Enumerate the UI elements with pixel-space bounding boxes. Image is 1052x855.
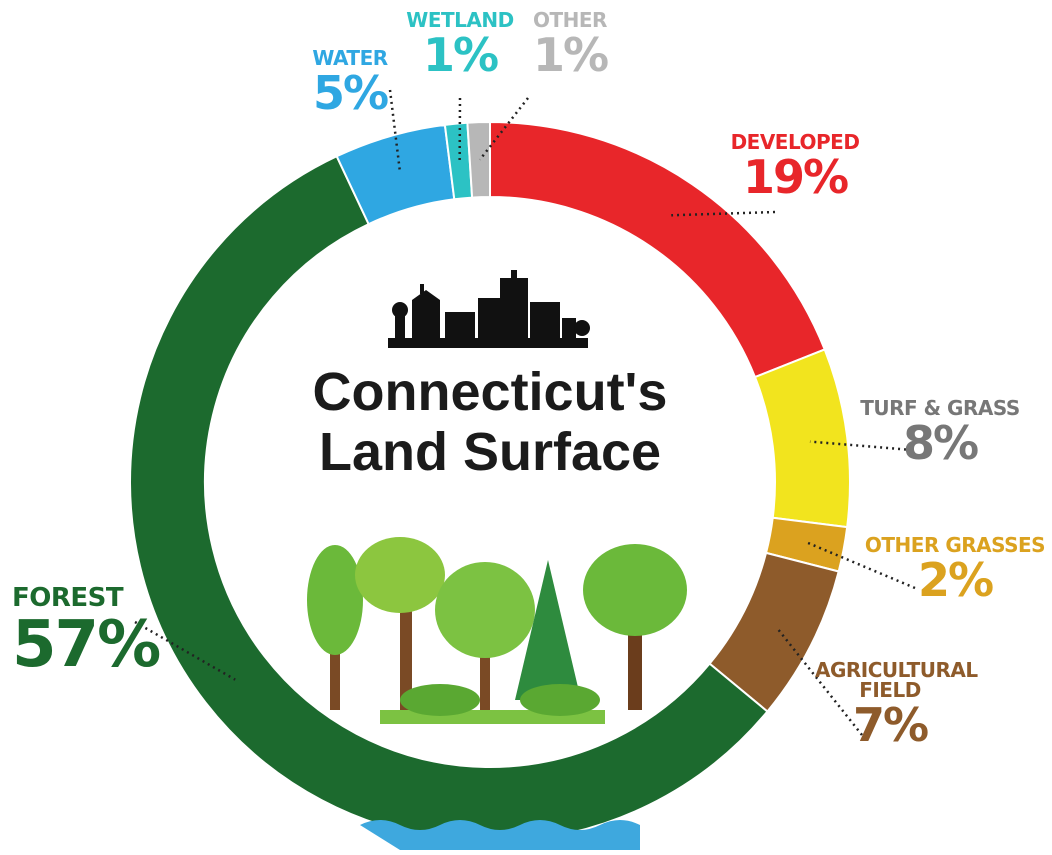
donut-slice [755, 349, 850, 527]
donut-slice [467, 122, 490, 198]
skyline-icon [388, 270, 590, 348]
infographic: Connecticut's Land Surface DEVELOPED19% T… [0, 0, 1052, 855]
value-label: 57% [12, 613, 147, 677]
category-label: WETLAND [400, 10, 520, 30]
category-label: TURF & GRASS [860, 398, 1020, 418]
value-label: 7% [815, 702, 965, 748]
value-label: 5% [295, 70, 405, 116]
tree-illustration [307, 537, 687, 724]
category-label: OTHER GRASSES [855, 535, 1052, 555]
chart-title: Connecticut's Land Surface [280, 362, 700, 483]
value-label: 1% [520, 32, 620, 78]
category-label: AGRICULTURAL FIELD [815, 660, 965, 700]
value-label: 2% [855, 557, 1052, 603]
category-label: OTHER [520, 10, 620, 30]
value-label: 1% [400, 32, 520, 78]
value-label: 19% [715, 154, 875, 200]
category-label: DEVELOPED [715, 132, 875, 152]
value-label: 8% [860, 420, 1020, 466]
category-label: WATER [295, 48, 405, 68]
